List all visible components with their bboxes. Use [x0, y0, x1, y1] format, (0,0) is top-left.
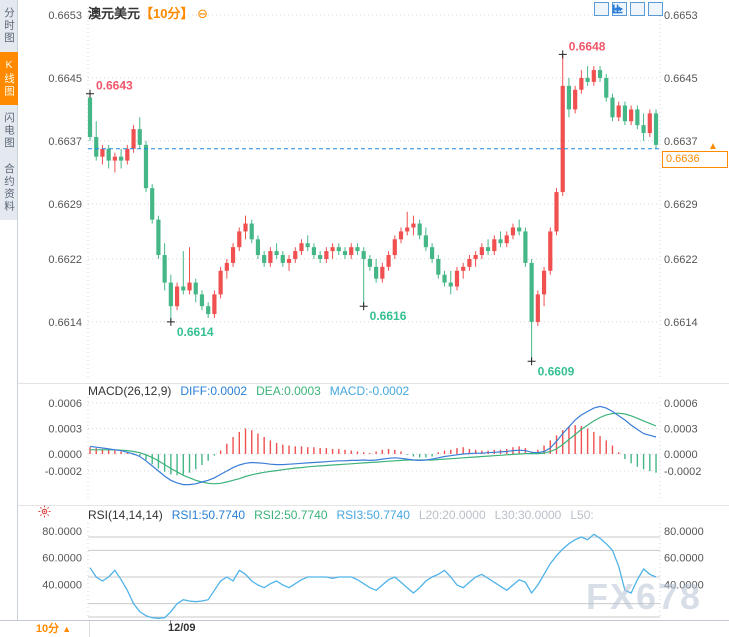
- y-axis-label-right: 60.0000: [664, 553, 704, 565]
- macd-params-label: MACD(26,12,9): [88, 384, 172, 398]
- dea-line: [90, 412, 657, 485]
- rsi-l50-label: L50:: [570, 508, 594, 522]
- y-axis-label-left: 40.0000: [42, 579, 82, 591]
- y-axis-label-right: 0.0000: [664, 449, 698, 461]
- low-price-annotation: 0.6609: [538, 364, 575, 378]
- low-price-annotation: 0.6616: [370, 309, 407, 323]
- macd-header: MACD(26,12,9) DIFF:0.0002 DEA:0.0003 MACD:-…: [88, 384, 418, 398]
- rsi-l20-label: L20:20.0000: [418, 508, 486, 522]
- high-price-annotation: 0.6648: [569, 39, 606, 53]
- macd-indicator-chart[interactable]: 0.0006 0.0006 0.0003 0.0003 0.0000 0.0000 -0.0…: [18, 383, 729, 505]
- y-axis-label-left: 0.0003: [48, 424, 82, 436]
- price-up-arrow-icon: ▲: [708, 141, 718, 152]
- timeframe-selector[interactable]: 10分 ▲: [18, 621, 90, 637]
- timeframe-dropdown-arrow-icon: ▲: [62, 624, 72, 634]
- macd-hist-value: MACD:-0.0002: [329, 384, 410, 398]
- extreme-marker-icon: [166, 317, 175, 326]
- toolbar-xaxis-scale-button[interactable]: [612, 2, 645, 16]
- current-price-box: 0.6636: [662, 151, 728, 168]
- rsi-line: [89, 533, 657, 619]
- y-axis-label-right: 0.0003: [664, 424, 698, 436]
- y-axis-label-left: 60.0000: [42, 553, 82, 565]
- rsi-indicator-chart[interactable]: 80.0000 80.0000 60.0000 60.0000 40.0000 40.00…: [18, 505, 729, 620]
- y-axis-label-right: 0.6629: [664, 199, 698, 211]
- chart-toolbar: [594, 2, 663, 16]
- y-axis-label-left: 0.6653: [48, 10, 82, 22]
- macd-diff-value: DIFF:0.0002: [180, 384, 248, 398]
- y-axis-label-left: -0.0002: [45, 466, 82, 478]
- y-axis-label-right: 80.0000: [664, 526, 704, 538]
- extreme-marker-icon: [558, 50, 567, 59]
- y-axis-label-right: 0.6653: [664, 10, 698, 22]
- chart-title: 澳元美元【10分】 ⊖: [88, 3, 208, 22]
- y-axis-label-right: 0.6622: [664, 254, 698, 266]
- y-axis-label-left: 0.6614: [48, 317, 82, 329]
- sidebar-item-flash-chart[interactable]: 闪电图: [3, 111, 15, 150]
- y-axis-label-right: 40.0000: [664, 579, 704, 591]
- y-axis-label-right: -0.0002: [664, 466, 701, 478]
- extreme-marker-icon: [359, 302, 368, 311]
- toolbar-crosshair-button[interactable]: [594, 2, 623, 16]
- rsi1-value: RSI1:50.7740: [171, 508, 246, 522]
- y-axis-label-left: 0.6629: [48, 199, 82, 211]
- y-axis-label-left: 0.0000: [48, 449, 82, 461]
- diff-line: [89, 405, 657, 486]
- candles-group: [87, 54, 659, 362]
- panel-separator: [18, 505, 729, 506]
- macd-dea-value: DEA:0.0003: [256, 384, 321, 398]
- y-axis-label-left: 80.0000: [42, 526, 82, 538]
- x-axis-date-label: 12/09: [168, 622, 196, 634]
- candlestick-chart[interactable]: 0.6653 0.6653 0.6645 0.6645 0.6637 0.6637 0.66…: [18, 0, 729, 383]
- sidebar-item-time-share-chart[interactable]: 分时图: [3, 7, 15, 45]
- timeframe-value: 10分: [35, 623, 60, 635]
- rsi3-value: RSI3:50.7740: [336, 508, 410, 522]
- extreme-marker-icon: [527, 357, 536, 366]
- y-axis-label-right: 0.6637: [664, 136, 698, 148]
- toolbar-pan-right-button[interactable]: [613, 2, 663, 16]
- panel-separator: [18, 383, 729, 384]
- rsi-header: RSI(14,14,14) RSI1:50.7740 RSI2:50.7740 RSI…: [88, 508, 603, 522]
- pan-right-icon: [613, 4, 623, 14]
- rsi2-value: RSI2:50.7740: [254, 508, 328, 522]
- sidebar-item-kline-chart[interactable]: K线图: [0, 51, 18, 105]
- y-axis-label-left: 0.6637: [48, 136, 82, 148]
- high-price-annotation: 0.6643: [96, 79, 133, 93]
- y-axis-label-right: 0.6645: [664, 73, 698, 85]
- y-axis-label-left: 0.6645: [48, 73, 82, 85]
- x-axis-tick: [170, 620, 171, 624]
- y-axis-label-left: 0.0006: [48, 398, 82, 410]
- symbol-name: 澳元美元: [88, 6, 141, 21]
- sidebar: 分时图 K线图 闪电图 合约资料: [0, 0, 18, 637]
- collapse-panel-icon[interactable]: ⊖: [197, 6, 209, 21]
- y-axis-label-left: 0.6622: [48, 254, 82, 266]
- rsi-params-label: RSI(14,14,14): [88, 508, 163, 522]
- y-axis-label-right: 0.0006: [664, 398, 698, 410]
- rsi-l30-label: L30:30.0000: [494, 508, 562, 522]
- sidebar-tabs: 分时图 K线图 闪电图 合约资料: [0, 0, 18, 220]
- low-price-annotation: 0.6614: [177, 325, 214, 339]
- macd-histogram: [89, 425, 657, 476]
- timeframe-label: 【10分】: [140, 6, 194, 21]
- extreme-marker-icon: [86, 89, 94, 98]
- sidebar-item-contract-info[interactable]: 合约资料: [3, 163, 15, 213]
- bottom-status-bar: 10分 ▲ 12/09: [0, 620, 729, 637]
- y-axis-label-right: 0.6614: [664, 317, 698, 329]
